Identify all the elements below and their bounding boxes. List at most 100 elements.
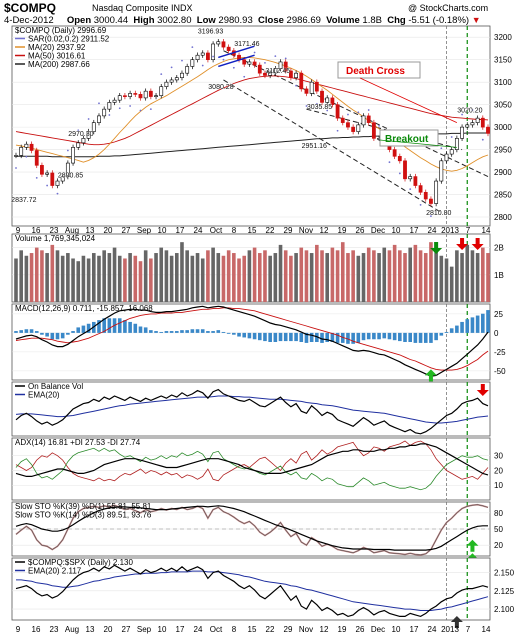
legend-entry: On Balance Vol — [28, 382, 83, 391]
macd-hist-bar — [97, 320, 101, 333]
x-tick-label: 17 — [410, 226, 419, 235]
x-tick-label: 20 — [104, 226, 113, 235]
candle-body — [273, 68, 278, 74]
volume-bar — [283, 250, 288, 302]
volume-bar — [351, 250, 355, 302]
price-label: 2970.30 — [68, 131, 93, 138]
volume-bar — [40, 250, 44, 302]
candle-body — [289, 70, 293, 78]
macd-hist-bar — [226, 332, 231, 334]
macd-hist-bar — [465, 319, 470, 333]
macd-hist-bar — [423, 332, 428, 343]
volume-bar — [159, 247, 164, 302]
volume-bar — [50, 244, 55, 302]
volume-bar — [330, 247, 335, 302]
macd-hist-bar — [221, 331, 226, 333]
macd-hist-bar — [40, 332, 44, 335]
sar-dot — [98, 102, 100, 105]
macd-hist-bar — [257, 332, 262, 341]
candle-body — [423, 191, 428, 200]
high-label: High — [133, 15, 155, 26]
macd-hist-bar — [86, 323, 91, 333]
x-tick-label: 13 — [86, 226, 95, 235]
candle-body — [143, 90, 148, 99]
candle-body — [123, 95, 127, 97]
x-tick-label: Oct — [210, 226, 223, 235]
macd-hist-bar — [356, 332, 361, 343]
macd-hist-bar — [174, 331, 179, 333]
volume-bar — [216, 253, 221, 302]
y-tick-label: -50 — [494, 367, 506, 376]
sar-dot — [295, 84, 297, 87]
candle-body — [29, 143, 34, 151]
sar-dot — [481, 138, 484, 141]
sar-dot — [274, 55, 277, 58]
volume-bar — [242, 255, 247, 302]
candle-body — [351, 126, 356, 132]
macd-hist-bar — [29, 329, 34, 333]
macd-hist-bar — [418, 332, 423, 343]
candle-body — [159, 86, 164, 96]
sto14-line-inner — [15, 504, 489, 556]
macd-hist-bar — [330, 332, 335, 342]
x-tick-label: 8 — [232, 226, 237, 235]
candle-body — [81, 138, 86, 144]
channel-line-upper — [223, 50, 489, 178]
macd-hist-bar — [294, 332, 298, 342]
sar-dot — [305, 105, 308, 107]
candle-body — [154, 95, 158, 97]
candle-body — [475, 117, 480, 123]
x-tick-label: Nov — [299, 226, 313, 235]
legend-entry: MA(200) 2987.66 — [28, 60, 90, 69]
volume-bar — [304, 250, 309, 302]
ratio-dark-arrow — [450, 616, 463, 628]
date: 4-Dec-2012 — [4, 15, 54, 26]
ma20-line — [15, 57, 489, 172]
volume-bar — [102, 250, 106, 302]
volume-pane: 2B 1B Volume 1,769,345,024 — [11, 233, 504, 303]
candle-body — [180, 72, 184, 78]
sar-dot — [284, 57, 287, 60]
macd-hist-bar — [107, 318, 112, 333]
macd-line — [15, 305, 489, 377]
candle-body — [71, 147, 75, 164]
legend-entry: $COMPQ (Daily) 2996.69 — [15, 26, 107, 35]
volume-bar — [361, 253, 366, 302]
candle-body — [185, 66, 190, 74]
minus-di-line — [15, 440, 489, 482]
macd-hist-bar — [45, 332, 49, 337]
sar-dot — [264, 61, 266, 64]
volume-green-arrow — [430, 242, 443, 254]
y-tick-label: 2900 — [494, 168, 512, 177]
macd-signal-line — [15, 307, 489, 371]
volume-bar — [470, 250, 475, 302]
macd-hist-bar — [289, 332, 293, 342]
sar-dot — [108, 114, 111, 116]
macd-hist-bar — [387, 332, 392, 340]
volume-bar — [97, 255, 101, 302]
x-tick-label: 23 — [50, 226, 59, 235]
sar-dot — [450, 136, 453, 138]
candle-body — [340, 117, 345, 123]
x-tick-label: Oct — [210, 625, 223, 634]
volume-bar — [320, 250, 324, 302]
macd-hist-bar — [439, 332, 444, 336]
macd-hist-bar — [24, 329, 29, 333]
volume-bar — [206, 250, 210, 302]
candle-body — [174, 77, 179, 81]
volume-bar — [29, 253, 34, 302]
sar-dot — [347, 113, 349, 116]
candle-body — [268, 72, 273, 76]
sar-dot — [357, 111, 360, 114]
breakout-box — [379, 129, 439, 147]
volume-bar — [185, 250, 189, 302]
candle-body — [413, 176, 418, 186]
x-tick-label: 13 — [86, 625, 95, 634]
volume-bar — [418, 250, 423, 302]
volume-bar — [460, 253, 464, 302]
sto-green-arrow — [466, 539, 479, 552]
candle-body — [221, 41, 226, 48]
y-tick-label: 3100 — [494, 78, 512, 87]
x-tick-label: 27 — [122, 226, 131, 235]
